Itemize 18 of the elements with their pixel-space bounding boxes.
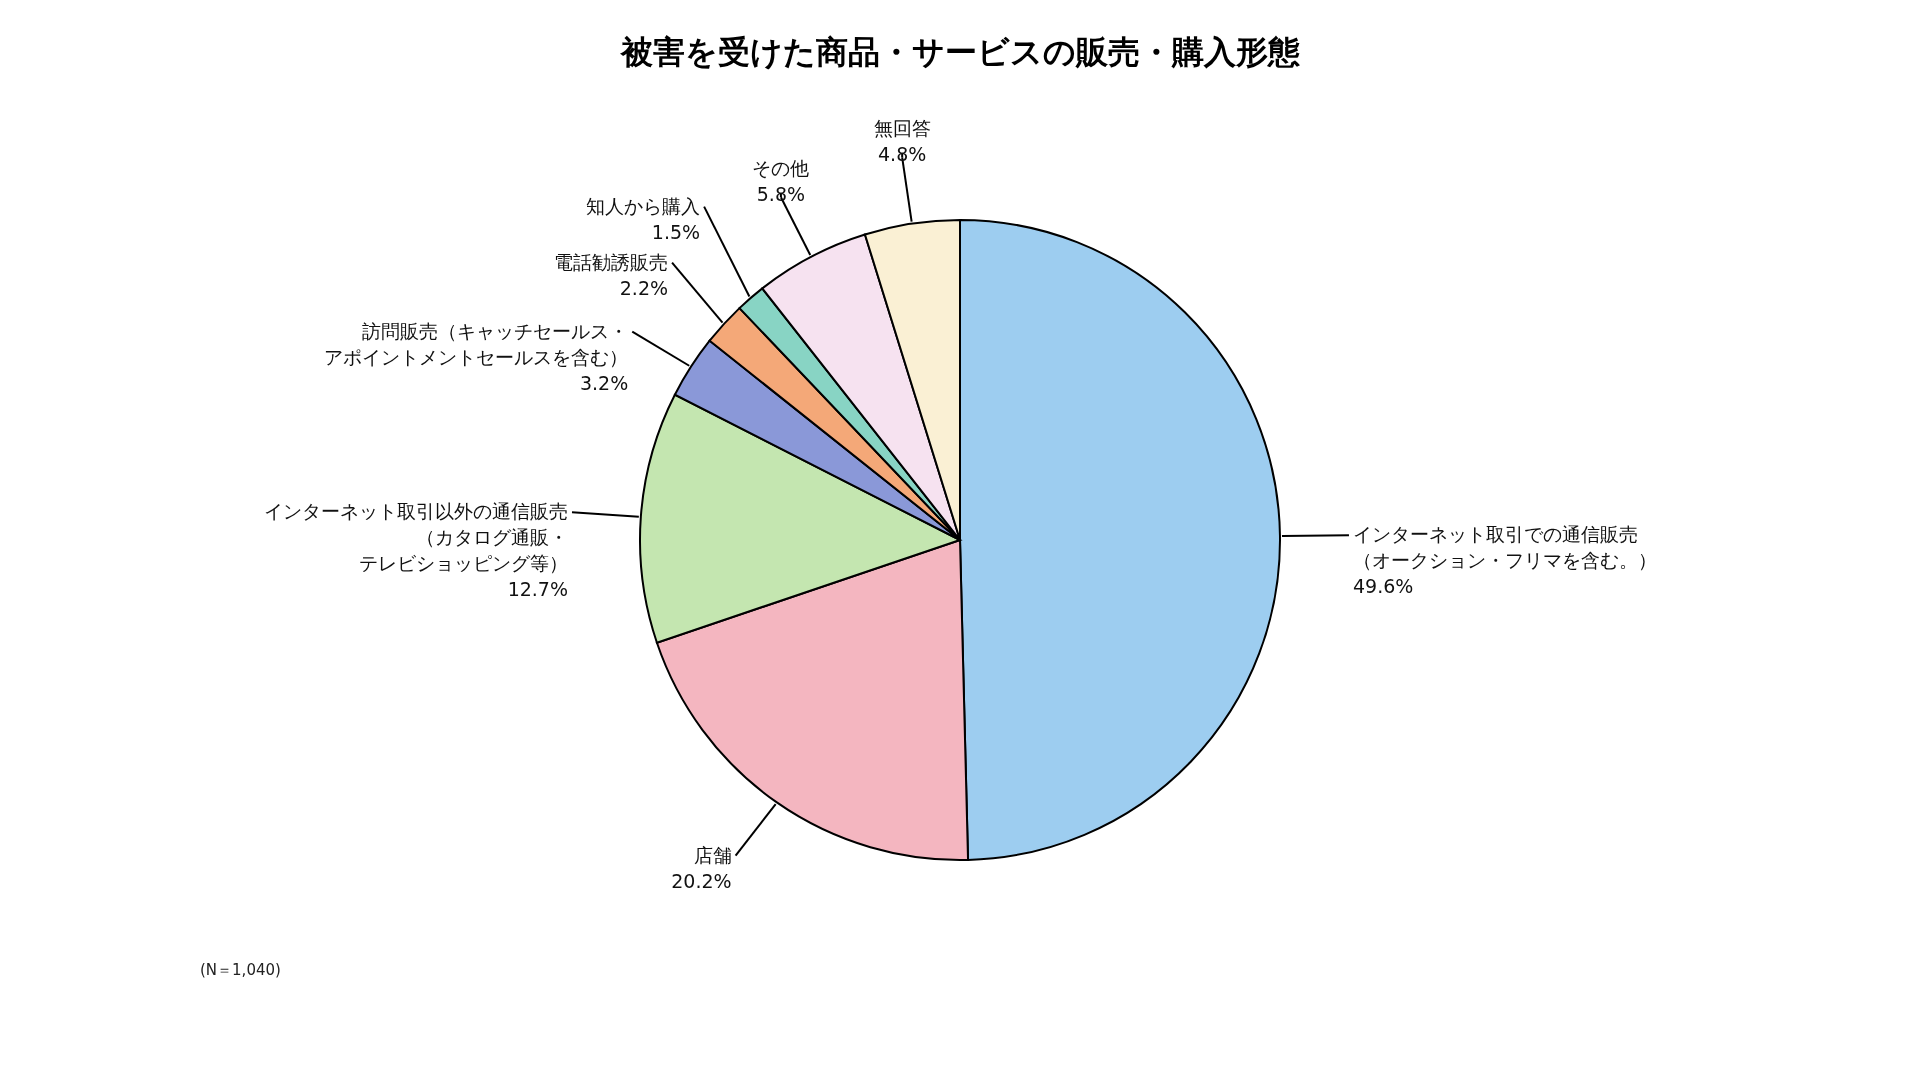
chart-title: 被害を受けた商品・サービスの販売・購入形態 <box>618 33 1300 71</box>
data-label: 2.2% <box>619 276 669 299</box>
slice-label: 訪問販売（キャッチセールス・アポイントメントセールスを含む） <box>324 319 629 368</box>
data-label: 4.8% <box>878 143 927 166</box>
slice-label: 無回答 <box>873 117 931 140</box>
slice-label: その他 <box>752 157 810 180</box>
data-label: 12.7% <box>507 578 568 601</box>
data-label: 3.2% <box>579 371 629 394</box>
text: (N＝1,040) <box>200 961 281 979</box>
slice-label: 店舗 <box>693 843 732 866</box>
slice-label: インターネット取引以外の通信販売（カタログ通販・テレビショッピング等） <box>264 500 568 575</box>
slice-label: インターネット取引での通信販売（オークション・フリマを含む。） <box>1352 523 1657 572</box>
data-label: 5.8% <box>756 183 806 206</box>
data-label: 49.6% <box>1352 575 1414 598</box>
data-label: 20.2% <box>671 869 732 892</box>
slice-label: 知人から購入 <box>586 194 701 217</box>
slice-label: 電話勧誘販売 <box>554 250 669 273</box>
data-label: 1.5% <box>651 220 701 243</box>
